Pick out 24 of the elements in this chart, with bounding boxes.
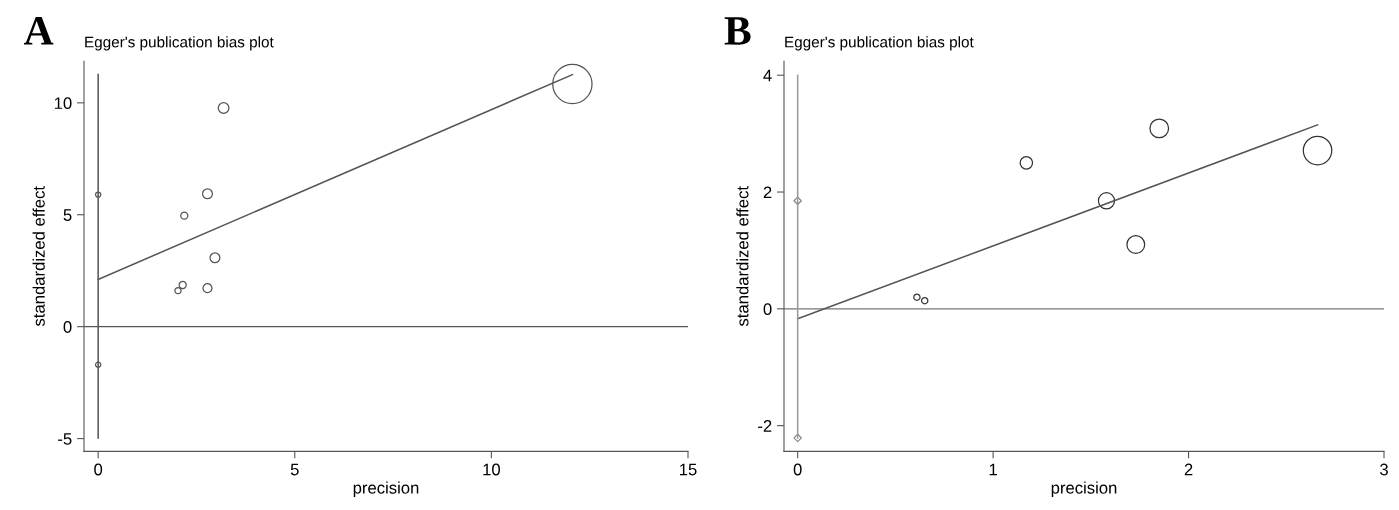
chart-title: Egger's publication bias plot — [785, 36, 974, 51]
x-tick-label: 0 — [94, 463, 103, 476]
text: B — [724, 17, 751, 45]
y-axis-title: standardized effect — [736, 186, 749, 327]
x-axis-title: precision — [353, 481, 419, 498]
chart-title: Egger's publication bias plot — [85, 36, 274, 51]
y-tick-label: 0 — [763, 303, 772, 316]
y-tick-label: 0 — [63, 321, 72, 333]
x-tick-label: 15 — [680, 463, 697, 476]
y-tick-label: -2 — [758, 420, 772, 432]
text: A — [24, 17, 54, 45]
y-tick-label: -5 — [58, 433, 72, 445]
y-tick-label: 4 — [763, 69, 772, 82]
y-tick-label: 2 — [763, 186, 772, 199]
x-tick-label: 2 — [1184, 463, 1193, 476]
x-tick-label: 10 — [483, 463, 500, 476]
y-axis-title: standardized effect — [32, 186, 45, 327]
x-tick-label: 5 — [290, 463, 299, 476]
x-axis-title: precision — [1051, 481, 1117, 498]
x-tick-label: 0 — [793, 463, 802, 476]
y-tick-label: 10 — [54, 97, 72, 110]
y-tick-label: 5 — [63, 209, 72, 221]
x-tick-label: 1 — [989, 463, 997, 476]
x-tick-label: 3 — [1380, 463, 1388, 476]
